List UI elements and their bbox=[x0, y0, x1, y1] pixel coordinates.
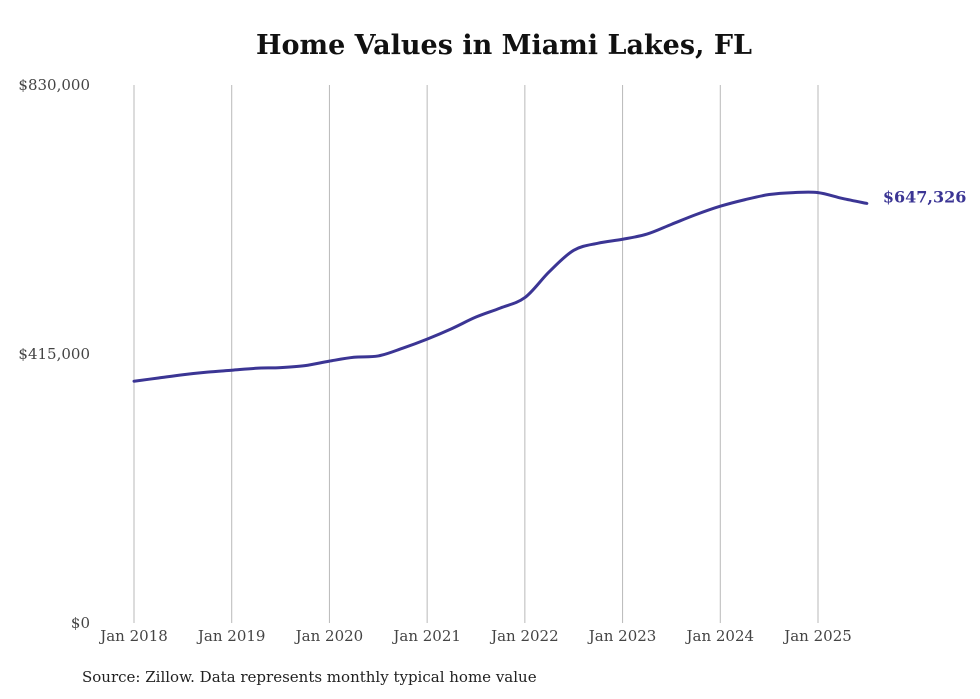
gridlines bbox=[133, 85, 819, 623]
x-tick-label: Jan 2025 bbox=[782, 627, 852, 645]
x-tick-label: Jan 2024 bbox=[685, 627, 755, 645]
x-tick-label: Jan 2020 bbox=[294, 627, 364, 645]
x-tick-label: Jan 2018 bbox=[98, 627, 168, 645]
x-tick-label: Jan 2021 bbox=[391, 627, 461, 645]
y-tick-label: $830,000 bbox=[18, 76, 90, 94]
chart-title: Home Values in Miami Lakes, FL bbox=[256, 30, 752, 61]
y-axis-labels: $0 $415,000 $830,000 bbox=[18, 76, 90, 632]
x-axis-labels: Jan 2018 Jan 2019 Jan 2020 Jan 2021 Jan 2022… bbox=[98, 627, 852, 645]
y-tick-label: $0 bbox=[71, 614, 90, 632]
series-layer: $647,326 bbox=[132, 187, 967, 383]
source-note: Source: Zillow. Data represents monthly … bbox=[82, 668, 537, 686]
end-value-label: $647,326 bbox=[883, 187, 967, 206]
y-tick-label: $415,000 bbox=[18, 345, 90, 363]
x-tick-label: Jan 2022 bbox=[489, 627, 559, 645]
x-tick-label: Jan 2023 bbox=[587, 627, 657, 645]
home-value-line bbox=[132, 190, 869, 383]
x-tick-label: Jan 2019 bbox=[196, 627, 266, 645]
